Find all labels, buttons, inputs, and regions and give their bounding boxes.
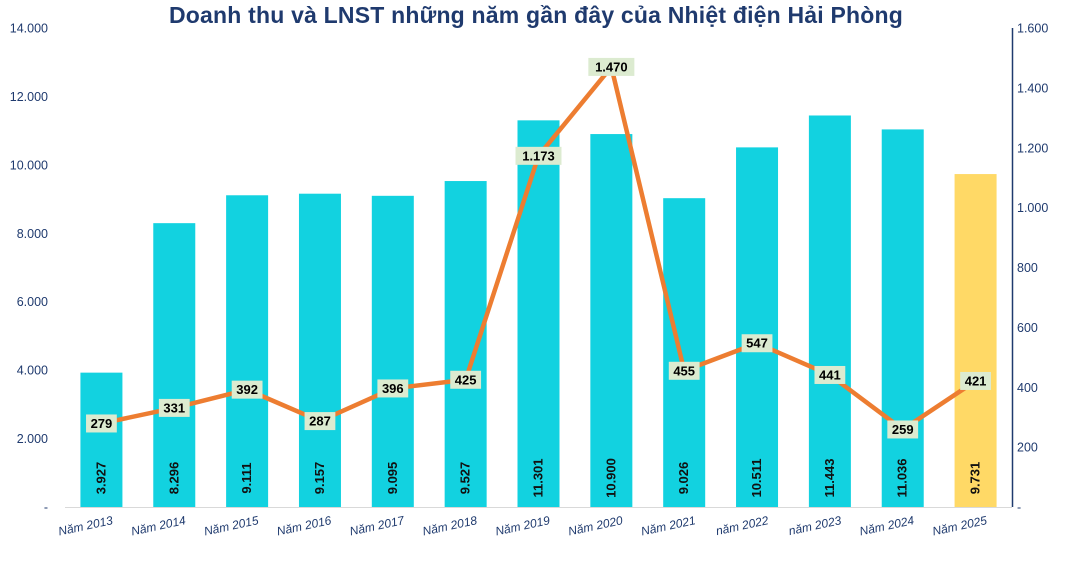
revenue-bar [444, 181, 487, 507]
profit-label-box [231, 380, 263, 399]
right-axis-tick-label: 400 [1017, 381, 1038, 395]
profit-data-label: 425 [455, 372, 477, 387]
profit-data-label: 1.173 [522, 148, 555, 163]
labels-layer: 3.927 8.296 9.111 9.157 9.095 9.527 11.301 10.9… [86, 57, 991, 498]
revenue-data-label: 10.511 [749, 458, 764, 497]
right-axis-tick-label: 1.400 [1017, 81, 1048, 95]
x-axis-tick-label: Năm 2021 [640, 513, 697, 538]
revenue-bar [736, 147, 779, 507]
x-axis-tick-label: Năm 2015 [203, 513, 260, 538]
revenue-bar [80, 372, 123, 507]
bars-layer [80, 115, 997, 508]
revenue-data-label: 9.095 [385, 462, 400, 495]
revenue-bar [881, 129, 924, 508]
revenue-data-label: 9.157 [312, 462, 327, 495]
profit-data-label: 441 [819, 367, 841, 382]
x-axis-tick-label: Năm 2018 [421, 513, 478, 538]
profit-data-label: 259 [892, 422, 914, 437]
profit-data-label: 455 [673, 363, 695, 378]
revenue-data-label: 11.443 [822, 458, 837, 497]
profit-label-box [741, 334, 773, 353]
left-axis-tick-label: 12.000 [10, 90, 48, 104]
profit-label-box [377, 379, 409, 398]
profit-data-label: 1.470 [595, 59, 628, 74]
profit-label-box [515, 146, 562, 165]
profit-label-box [668, 361, 700, 380]
x-axis-tick-label: Năm 2025 [931, 513, 988, 538]
revenue-data-label: 10.900 [603, 458, 618, 498]
profit-label-box [304, 412, 336, 431]
profit-data-label: 331 [163, 400, 185, 415]
revenue-bar [153, 223, 196, 508]
x-axis-tick-label: Năm 2024 [858, 513, 915, 538]
revenue-data-label: 11.036 [895, 458, 910, 497]
profit-data-label: 287 [309, 414, 331, 429]
right-axis-tick-label: 600 [1017, 321, 1038, 335]
profit-label-box [960, 371, 991, 390]
revenue-bar [371, 195, 414, 507]
profit-data-label: 279 [91, 416, 113, 431]
left-axis-tick-label: - [44, 501, 48, 515]
revenue-bar [808, 115, 851, 507]
right-axis-tick-label: 200 [1017, 441, 1038, 455]
revenue-bar [590, 134, 633, 508]
revenue-bar [517, 120, 560, 507]
profit-data-label: 547 [746, 336, 768, 351]
chart-title: Doanh thu và LNST những năm gần đây của … [168, 2, 904, 28]
x-axis-tick-label: Năm 2016 [276, 513, 333, 538]
revenue-data-label: 8.296 [166, 462, 181, 495]
x-axis-tick-label: Năm 2019 [494, 513, 551, 538]
right-axis-tick-label: 800 [1017, 261, 1038, 275]
revenue-data-label: 3.927 [93, 462, 108, 495]
x-axis-tick-label: Năm 2013 [57, 513, 114, 538]
revenue-data-label: 9.527 [458, 462, 473, 495]
revenue-data-label: 11.301 [531, 458, 546, 497]
left-axis-tick-label: 4.000 [17, 364, 48, 378]
profit-label-box [588, 57, 635, 76]
right-axis-tick-label: - [1017, 501, 1021, 515]
x-axis-tick-label: Năm 2014 [130, 513, 187, 538]
left-axis-tick-label: 8.000 [17, 227, 48, 241]
revenue-data-label: 9.111 [239, 462, 254, 493]
profit-data-label: 396 [382, 381, 404, 396]
revenue-data-label: 9.026 [676, 462, 691, 495]
left-axis-tick-label: 2.000 [17, 432, 48, 446]
revenue-data-label: 9.731 [968, 462, 983, 495]
x-axis-tick-label: Năm 2017 [348, 513, 406, 538]
revenue-bar [298, 193, 341, 508]
right-axis-tick-label: 1.600 [1017, 22, 1048, 36]
left-axis-tick-label: 10.000 [10, 158, 48, 172]
x-axis-tick-label: năm 2022 [715, 513, 770, 538]
profit-data-label: 392 [236, 382, 258, 397]
profit-label-box [86, 414, 117, 433]
profit-label-box [158, 398, 190, 417]
profit-label-box [814, 365, 846, 384]
left-axis-tick-label: 14.000 [10, 22, 48, 36]
revenue-bar [954, 174, 997, 507]
right-axis-tick-label: 1.200 [1017, 141, 1048, 155]
right-axis-tick-label: 1.000 [1017, 201, 1048, 215]
profit-label-box [450, 370, 482, 389]
revenue-bar [226, 195, 269, 508]
x-axis-tick-label: năm 2023 [787, 513, 842, 538]
revenue-bar [663, 198, 706, 507]
x-axis-tick-label: Năm 2020 [567, 513, 624, 538]
left-axis-tick-label: 6.000 [17, 295, 48, 309]
profit-label-box [887, 420, 919, 439]
profit-data-label: 421 [965, 373, 987, 388]
